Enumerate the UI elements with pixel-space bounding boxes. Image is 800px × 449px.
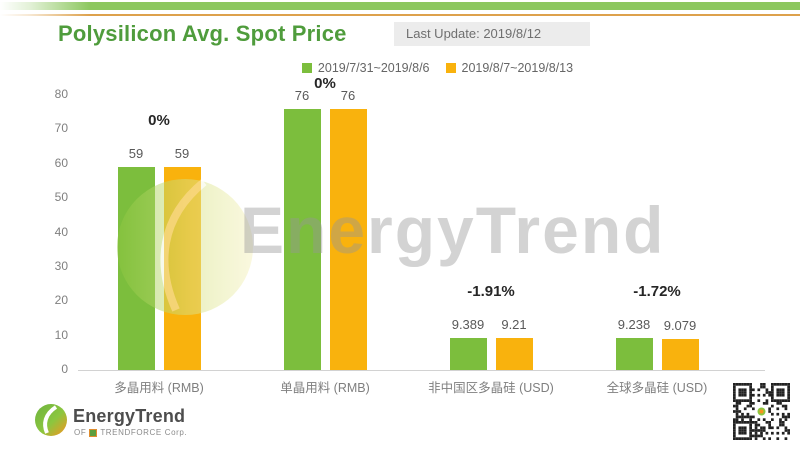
bar-2019/7/31~2019/8/6-非中国区多晶硅 (USD) [449,337,487,370]
y-axis-tick-label: 80 [54,87,68,101]
bar-2019/7/31~2019/8/6-单晶用料 (RMB) [283,108,321,370]
bar-value-label: 59 [174,146,190,162]
page-title: Polysilicon Avg. Spot Price [58,21,347,46]
footer-sub-company: TRENDFORCE Corp. [100,428,188,437]
bar-2019/8/7~2019/8/13-多晶用料 (RMB) [163,167,201,370]
bar-value-label: 9.079 [663,317,697,333]
last-update-badge: Last Update: 2019/8/12 [394,22,590,46]
y-axis-tick-label: 20 [54,293,68,308]
legend-swatch-icon [445,63,456,73]
footer-brand-text: EnergyTrend [73,406,186,426]
bar-value-label: 9.389 [451,316,485,332]
y-axis-tick-label: 30 [54,258,68,273]
trendforce-mini-logo-icon [89,428,98,437]
category-label: 多晶用料 (RMB) [114,381,204,395]
y-axis-tick-label: 70 [54,121,68,136]
bar-value-label: 9.21 [501,317,527,333]
y-axis-tick-label: 0 [61,362,68,376]
footer-sub-prefix: OF [74,428,87,437]
legend-label: 2019/7/31~2019/8/6 [317,61,430,75]
top-orange-strip [0,14,800,16]
category-label: 非中国区多晶硅 (USD) [428,381,554,395]
bar-2019/7/31~2019/8/6-全球多晶硅 (USD) [615,338,653,370]
y-axis-tick-label: 50 [54,190,68,205]
legend-item: 2019/8/7~2019/8/13 [445,61,574,75]
y-axis-tick-label: 10 [54,327,68,342]
change-percent-label: -1.91% [467,282,515,300]
legend-swatch-icon [301,63,312,73]
category-label: 单晶用料 (RMB) [280,381,370,395]
change-percent-label: 0% [148,112,170,130]
bar-2019/8/7~2019/8/13-单晶用料 (RMB) [329,108,367,370]
change-percent-label: 0% [314,75,336,92]
energytrend-logo-icon [35,404,67,436]
top-green-strip [0,2,800,10]
legend-label: 2019/8/7~2019/8/13 [461,61,574,75]
qr-code [733,383,790,440]
bar-2019/7/31~2019/8/6-多晶用料 (RMB) [117,167,155,370]
y-axis-tick-label: 60 [54,155,68,170]
bar-value-label: 59 [128,146,144,162]
bar-value-label: 9.238 [617,317,651,333]
y-axis-tick-label: 40 [54,224,68,239]
change-percent-label: -1.72% [633,283,681,301]
category-label: 全球多晶硅 (USD) [606,381,708,395]
chart-legend: 2019/7/31~2019/8/6 2019/8/7~2019/8/13 [75,61,800,75]
x-axis-line [78,370,765,371]
bar-2019/8/7~2019/8/13-非中国区多晶硅 (USD) [495,338,533,370]
bar-value-label: 76 [340,87,356,103]
bar-value-label: 76 [294,87,310,103]
footer-sub-brand: OF TRENDFORCE Corp. [74,428,187,437]
bar-2019/8/7~2019/8/13-全球多晶硅 (USD) [661,338,699,370]
legend-item: 2019/7/31~2019/8/6 [301,61,430,75]
